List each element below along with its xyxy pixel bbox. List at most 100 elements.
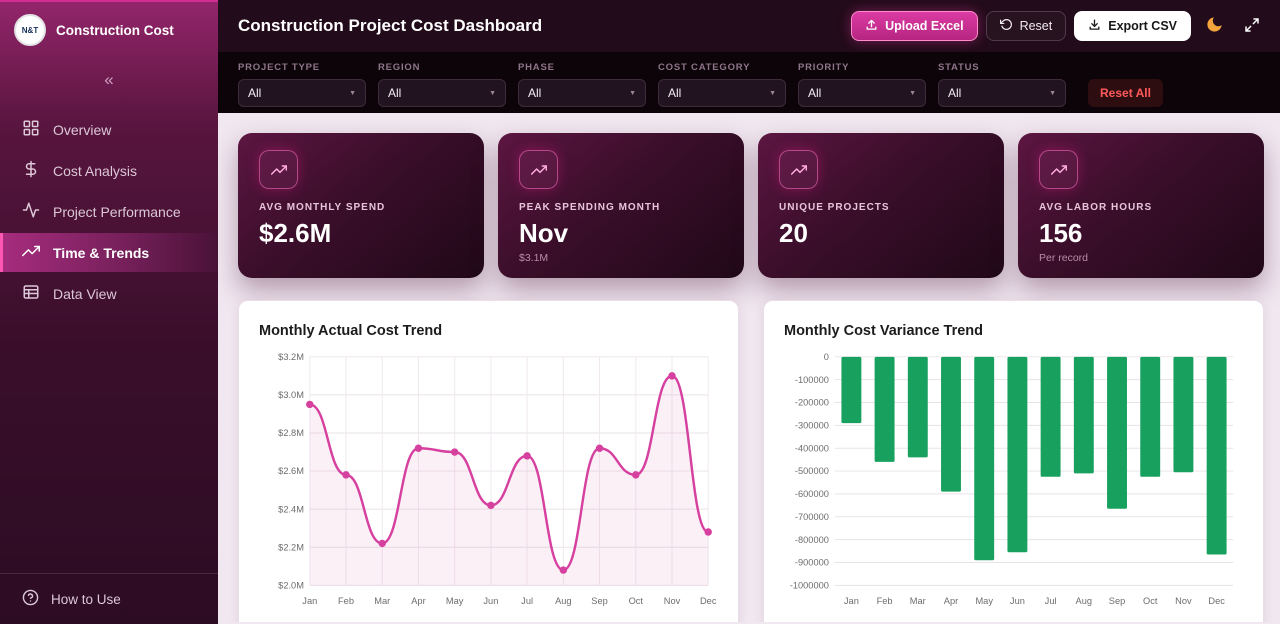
svg-text:Oct: Oct	[1143, 596, 1158, 606]
filter-value: All	[948, 86, 962, 100]
filter-label: PHASE	[518, 62, 555, 73]
svg-text:Sep: Sep	[1109, 596, 1126, 606]
upload-excel-button[interactable]: Upload Excel	[851, 11, 978, 41]
sidebar-item-time-trends[interactable]: Time & Trends	[0, 233, 218, 272]
svg-text:Jul: Jul	[1045, 596, 1057, 606]
reset-all-filters-button[interactable]: Reset All	[1088, 79, 1163, 107]
kpi-label: AVG LABOR HOURS	[1039, 202, 1153, 213]
kpi-card-avg-labor-hours: AVG LABOR HOURS 156 Per record	[1018, 133, 1264, 278]
fullscreen-button[interactable]	[1238, 13, 1266, 40]
status-filter[interactable]: All ▼	[938, 79, 1066, 107]
export-csv-button[interactable]: Export CSV	[1074, 11, 1191, 41]
svg-text:Nov: Nov	[664, 596, 681, 606]
svg-text:-1000000: -1000000	[790, 580, 829, 590]
dark-mode-toggle[interactable]	[1199, 11, 1230, 41]
reset-icon	[999, 18, 1013, 34]
filter-label: REGION	[378, 62, 421, 73]
chevron-down-icon: ▼	[489, 89, 496, 97]
svg-text:Apr: Apr	[411, 596, 425, 606]
chart-title: Monthly Cost Variance Trend	[784, 323, 984, 339]
svg-text:-800000: -800000	[795, 535, 829, 545]
chevron-down-icon: ▼	[909, 89, 916, 97]
svg-text:-300000: -300000	[795, 420, 829, 430]
svg-text:-100000: -100000	[795, 375, 829, 385]
filter-group-status: STATUS All ▼	[938, 62, 1066, 107]
filter-bar: PROJECT TYPE All ▼ REGION All ▼ PHASE Al…	[218, 52, 1280, 113]
chevron-down-icon: ▼	[769, 89, 776, 97]
svg-text:May: May	[975, 596, 993, 606]
project-type-filter[interactable]: All ▼	[238, 79, 366, 107]
svg-text:Mar: Mar	[910, 596, 926, 606]
svg-text:-900000: -900000	[795, 558, 829, 568]
sidebar: N&T Construction Cost « Overview Cost An…	[0, 0, 218, 624]
expand-icon	[1244, 17, 1260, 36]
main-area: Construction Project Cost Dashboard Uplo…	[218, 0, 1280, 622]
svg-text:Jul: Jul	[521, 596, 533, 606]
filter-group-project-type: PROJECT TYPE All ▼	[238, 62, 366, 107]
brand: N&T Construction Cost	[0, 2, 218, 54]
svg-text:$2.6M: $2.6M	[278, 466, 304, 476]
svg-text:$3.2M: $3.2M	[278, 352, 304, 362]
company-logo: N&T	[14, 14, 46, 46]
how-to-use-label: How to Use	[51, 591, 121, 607]
sidebar-item-data-view[interactable]: Data View	[0, 274, 218, 313]
sidebar-item-label: Overview	[53, 121, 112, 138]
phase-filter[interactable]: All ▼	[518, 79, 646, 107]
svg-text:0: 0	[824, 352, 829, 362]
monthly-actual-cost-trend-card: Monthly Actual Cost Trend $2.0M $2.2M $2.4…	[238, 300, 739, 622]
activity-icon	[22, 201, 40, 222]
filter-value: All	[808, 86, 822, 100]
svg-text:Feb: Feb	[338, 596, 354, 606]
filter-label: PROJECT TYPE	[238, 62, 320, 73]
svg-text:Aug: Aug	[1076, 596, 1093, 606]
trending-up-icon	[259, 150, 298, 189]
reset-button[interactable]: Reset	[985, 11, 1067, 41]
kpi-card-unique-projects: UNIQUE PROJECTS 20	[758, 133, 1004, 278]
svg-text:Aug: Aug	[555, 596, 572, 606]
svg-text:$2.8M: $2.8M	[278, 428, 304, 438]
cost-category-filter[interactable]: All ▼	[658, 79, 786, 107]
sidebar-item-label: Time & Trends	[53, 244, 150, 261]
chevron-down-icon: ▼	[349, 89, 356, 97]
top-header: Construction Project Cost Dashboard Uplo…	[218, 0, 1280, 52]
filter-group-priority: PRIORITY All ▼	[798, 62, 926, 107]
svg-text:Jan: Jan	[302, 596, 317, 606]
kpi-subtext: Per record	[1039, 252, 1089, 264]
svg-text:Nov: Nov	[1175, 596, 1192, 606]
kpi-card-avg-monthly-spend: AVG MONTHLY SPEND $2.6M	[238, 133, 484, 278]
sidebar-item-cost-analysis[interactable]: Cost Analysis	[0, 151, 218, 190]
monthly-cost-variance-trend-card: Monthly Cost Variance Trend 0 -100000 -200…	[763, 300, 1264, 622]
trending-up-icon	[1039, 150, 1078, 189]
svg-text:Dec: Dec	[700, 596, 717, 606]
monthly-actual-cost-line-chart: $2.0M $2.2M $2.4M $2.6M $2.8M $3.0M $3.2M Jan Fe…	[259, 349, 718, 611]
svg-text:$2.2M: $2.2M	[278, 542, 304, 552]
svg-text:Apr: Apr	[944, 596, 958, 606]
svg-text:-200000: -200000	[795, 398, 829, 408]
svg-text:Mar: Mar	[374, 596, 390, 606]
svg-text:May: May	[446, 596, 464, 606]
kpi-card-peak-spending-month: PEAK SPENDING MONTH Nov $3.1M	[498, 133, 744, 278]
filter-label: STATUS	[938, 62, 980, 73]
filter-label: COST CATEGORY	[658, 62, 751, 73]
filter-value: All	[248, 86, 262, 100]
sidebar-item-project-performance[interactable]: Project Performance	[0, 192, 218, 231]
sidebar-item-label: Project Performance	[53, 203, 181, 220]
brand-name: Construction Cost	[56, 22, 174, 38]
chart-title: Monthly Actual Cost Trend	[259, 323, 443, 339]
svg-text:Jun: Jun	[483, 596, 498, 606]
priority-filter[interactable]: All ▼	[798, 79, 926, 107]
kpi-label: UNIQUE PROJECTS	[779, 202, 890, 213]
svg-text:$2.0M: $2.0M	[278, 580, 304, 590]
svg-text:-500000: -500000	[795, 466, 829, 476]
region-filter[interactable]: All ▼	[378, 79, 506, 107]
kpi-value: 20	[779, 218, 808, 248]
sidebar-collapse-button[interactable]: «	[104, 70, 114, 89]
sidebar-item-overview[interactable]: Overview	[0, 110, 218, 149]
monthly-cost-variance-bar-chart: 0 -100000 -200000 -300000 -400000 -500000 -600…	[784, 349, 1243, 611]
filter-value: All	[388, 86, 402, 100]
filter-group-region: REGION All ▼	[378, 62, 506, 107]
table-icon	[22, 283, 40, 304]
sidebar-item-how-to-use[interactable]: How to Use	[0, 573, 218, 624]
svg-text:$2.4M: $2.4M	[278, 504, 304, 514]
svg-text:-400000: -400000	[795, 443, 829, 453]
